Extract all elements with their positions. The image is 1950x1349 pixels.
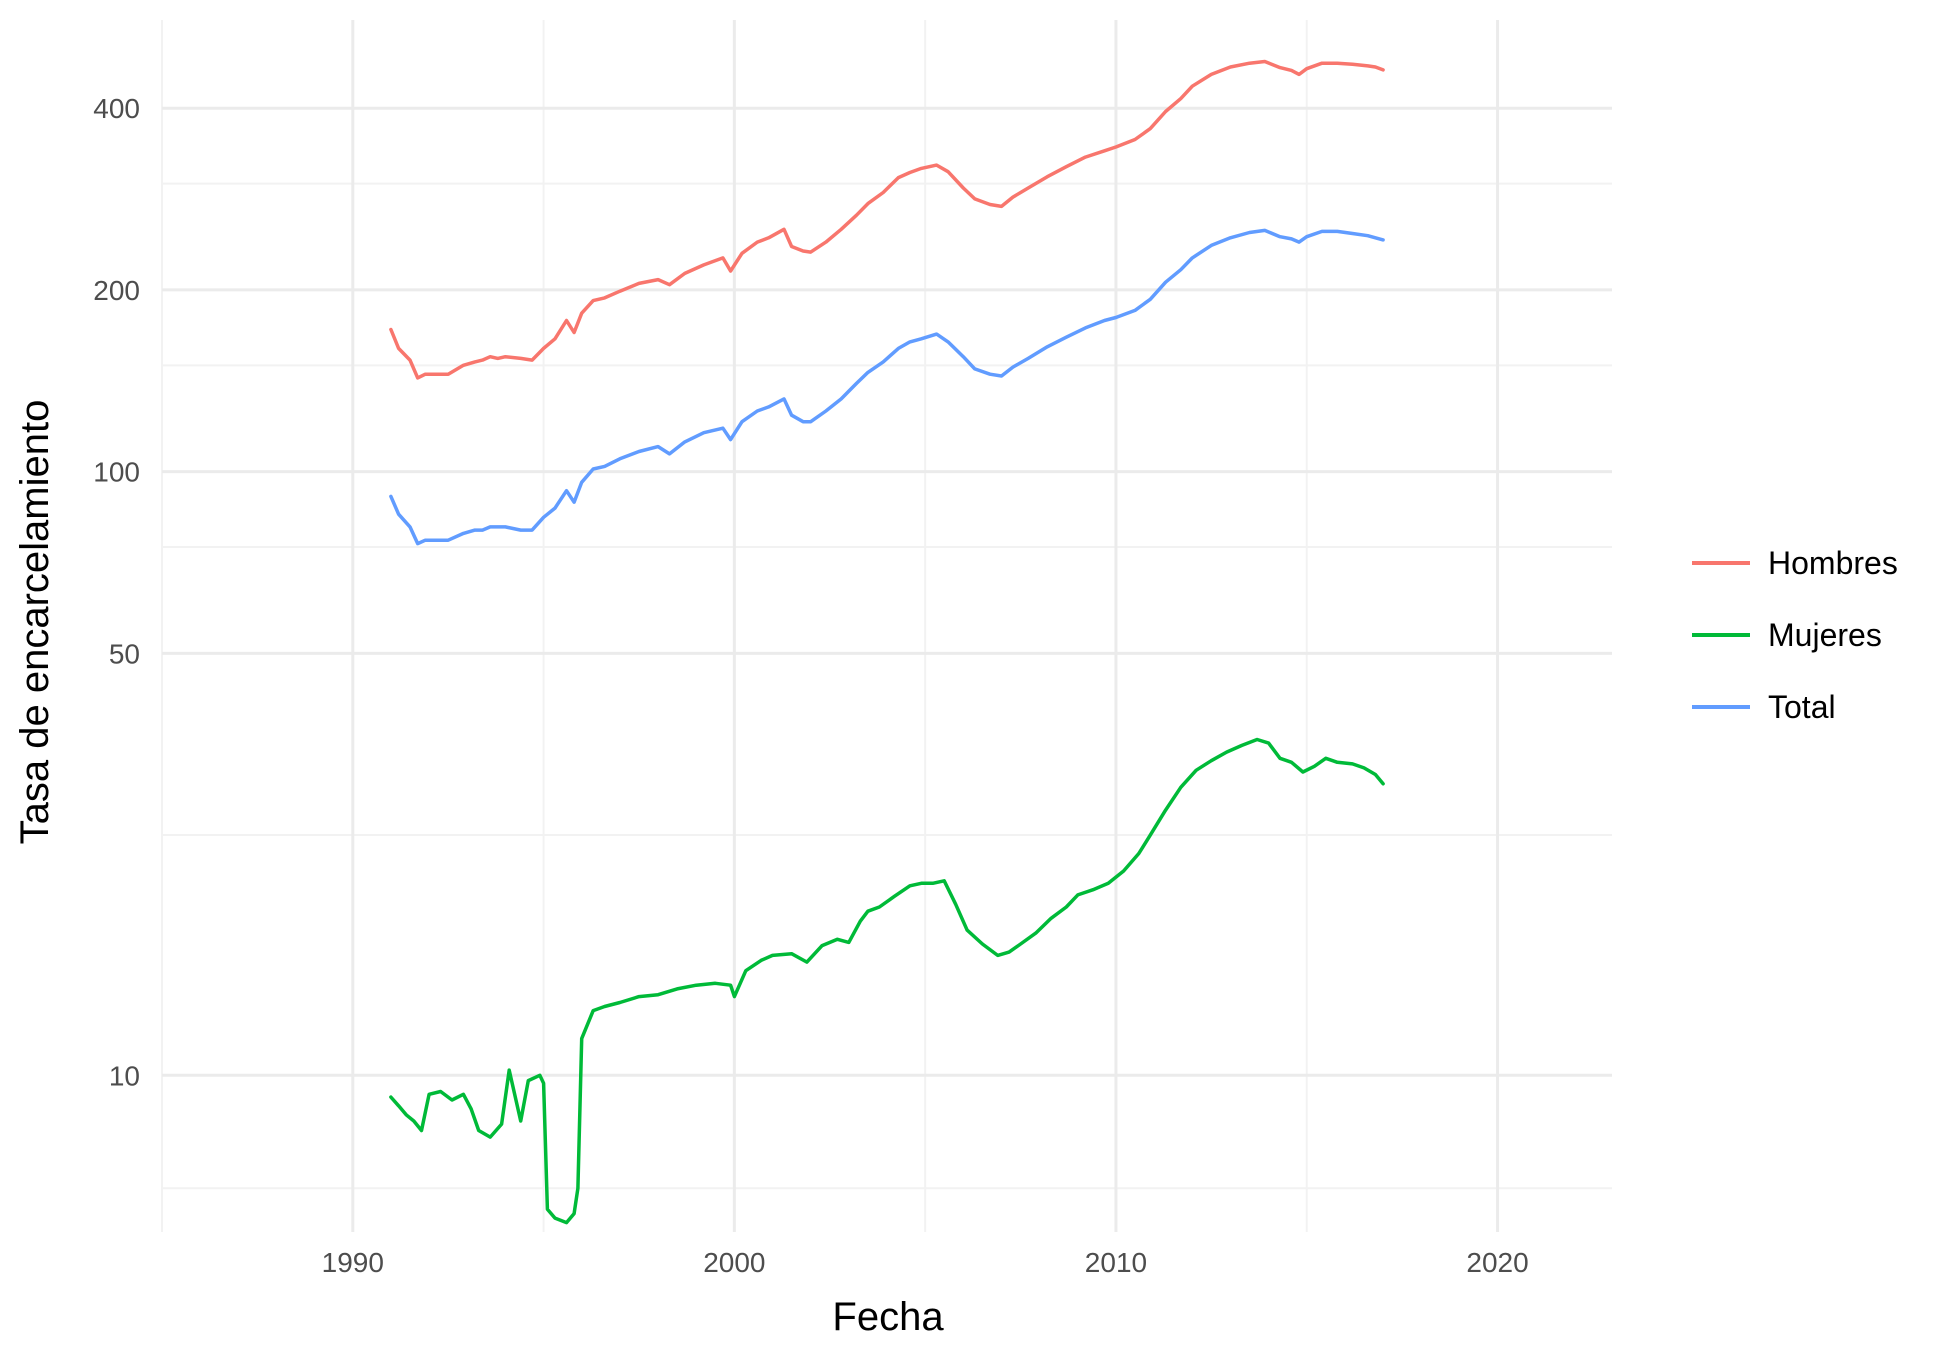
grid-lines [161, 20, 1612, 1232]
y-axis-title: Tasa de encarcelamiento [13, 400, 57, 845]
y-tick-label: 50 [109, 638, 140, 669]
y-tick-label: 200 [93, 275, 140, 306]
y-tick-label: 400 [93, 93, 140, 124]
x-tick-label: 2020 [1466, 1247, 1528, 1278]
series-line-hombres [389, 59, 1385, 380]
y-tick-label: 10 [109, 1060, 140, 1091]
legend-label-mujeres: Mujeres [1768, 617, 1882, 653]
y-tick-label: 100 [93, 457, 140, 488]
x-tick-label: 2010 [1085, 1247, 1147, 1278]
x-axis-title: Fecha [832, 1295, 944, 1339]
x-tick-label: 1990 [322, 1247, 384, 1278]
legend-label-hombres: Hombres [1768, 545, 1898, 581]
legend: Hombres Mujeres Total [1692, 545, 1898, 725]
x-axis-ticks: 1990 2000 2010 2020 [322, 1247, 1529, 1278]
plot-series [389, 59, 1385, 1225]
legend-label-total: Total [1768, 689, 1836, 725]
series-line-total [389, 228, 1385, 546]
series-line-mujeres [389, 737, 1385, 1225]
x-tick-label: 2000 [703, 1247, 765, 1278]
y-axis-ticks: 10 50 100 200 400 [93, 93, 140, 1091]
